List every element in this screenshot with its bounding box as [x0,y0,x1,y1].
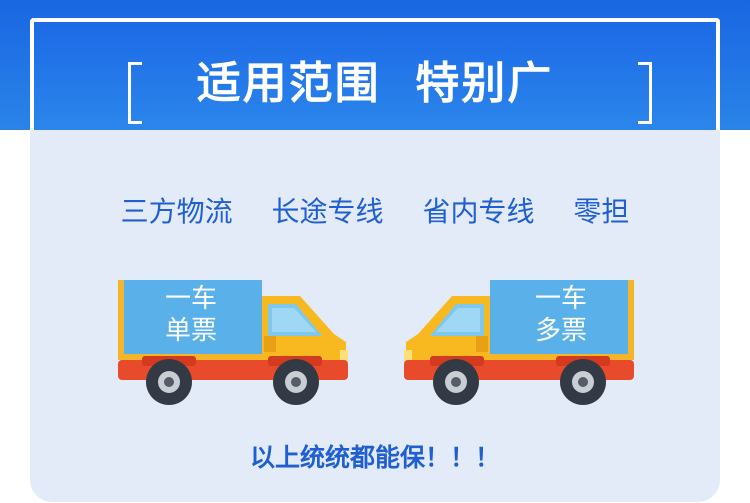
service-item: 长途专线 [271,195,384,228]
footer-slogan: 以上统统都能保！！！ [249,443,500,472]
truck-single-ticket: 一车 单票 [118,278,350,408]
truck-label-line1: 一车 [534,284,587,314]
truck-multi-ticket: 一车 多票 [402,278,634,408]
card-header [30,18,720,130]
right-bracket-decoration [638,62,652,124]
truck-label-line2: 多票 [534,316,587,346]
scope-card: 适用范围 特别广 三方物流 长途专线 省内专线 零担 [30,18,720,502]
left-bracket-decoration [128,62,142,124]
truck-icon [404,280,634,405]
page-title: 适用范围 特别广 [196,58,554,109]
truck-label-line1: 一车 [164,284,217,314]
truck-label-line2: 单票 [164,316,217,346]
service-item: 零担 [573,195,630,228]
service-item: 三方物流 [120,195,233,228]
service-list: 三方物流 长途专线 省内专线 零担 [30,190,720,230]
truck-icon [118,280,348,405]
service-item: 省内专线 [422,195,535,228]
